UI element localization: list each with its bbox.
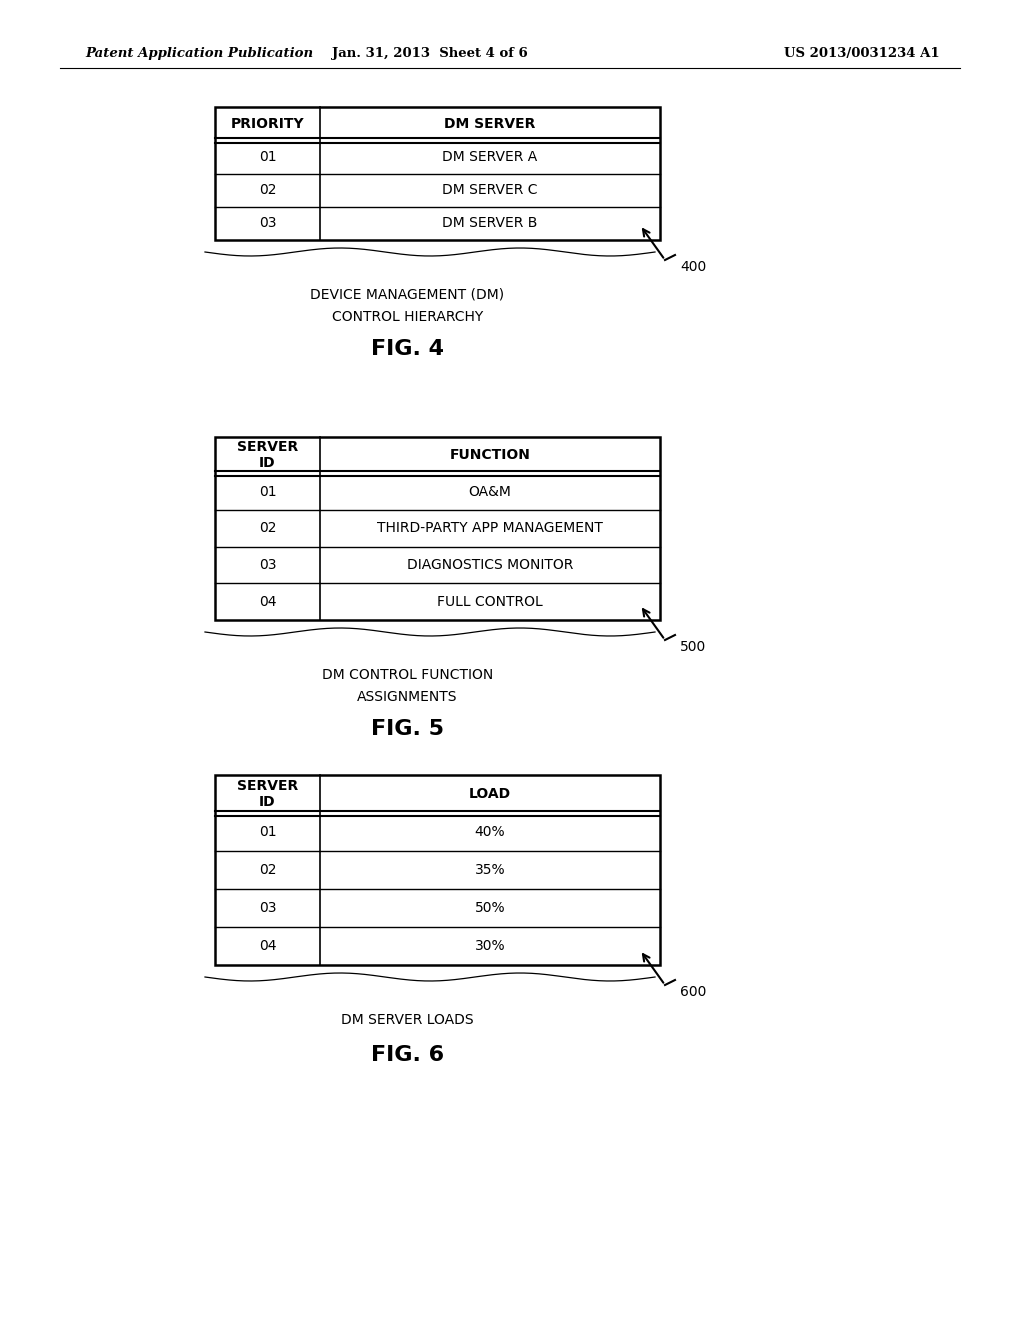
Text: DM SERVER C: DM SERVER C [442, 183, 538, 197]
Text: 03: 03 [259, 558, 276, 572]
Text: DM SERVER A: DM SERVER A [442, 150, 538, 164]
Text: 400: 400 [680, 260, 707, 275]
Text: 01: 01 [259, 150, 276, 164]
Text: DM SERVER LOADS: DM SERVER LOADS [341, 1012, 474, 1027]
Text: OA&M: OA&M [469, 484, 511, 499]
Text: FIG. 5: FIG. 5 [371, 719, 444, 739]
Text: 30%: 30% [475, 939, 505, 953]
Text: DEVICE MANAGEMENT (DM): DEVICE MANAGEMENT (DM) [310, 288, 505, 302]
Text: SERVER
ID: SERVER ID [237, 779, 298, 809]
Text: LOAD: LOAD [469, 787, 511, 801]
Text: 02: 02 [259, 183, 276, 197]
Text: CONTROL HIERARCHY: CONTROL HIERARCHY [332, 310, 483, 323]
Text: 50%: 50% [475, 902, 505, 915]
Text: DM CONTROL FUNCTION: DM CONTROL FUNCTION [322, 668, 494, 682]
Text: 03: 03 [259, 902, 276, 915]
Text: FULL CONTROL: FULL CONTROL [437, 595, 543, 609]
Text: 02: 02 [259, 521, 276, 536]
Text: 40%: 40% [475, 825, 505, 840]
Bar [215, 775, 660, 965]
Text: THIRD-PARTY APP MANAGEMENT: THIRD-PARTY APP MANAGEMENT [377, 521, 603, 536]
Text: 500: 500 [680, 640, 707, 653]
Text: FIG. 6: FIG. 6 [371, 1045, 444, 1065]
Text: DIAGNOSTICS MONITOR: DIAGNOSTICS MONITOR [407, 558, 573, 572]
Text: FIG. 4: FIG. 4 [371, 339, 444, 359]
Text: 02: 02 [259, 863, 276, 876]
Text: SERVER
ID: SERVER ID [237, 440, 298, 470]
Text: ASSIGNMENTS: ASSIGNMENTS [357, 690, 458, 704]
Bar [215, 107, 660, 240]
Text: 04: 04 [259, 939, 276, 953]
Text: DM SERVER B: DM SERVER B [442, 216, 538, 231]
Text: 01: 01 [259, 825, 276, 840]
Text: DM SERVER: DM SERVER [444, 116, 536, 131]
Text: 04: 04 [259, 595, 276, 609]
Text: Patent Application Publication: Patent Application Publication [85, 46, 313, 59]
Text: FUNCTION: FUNCTION [450, 449, 530, 462]
Text: 35%: 35% [475, 863, 505, 876]
Text: PRIORITY: PRIORITY [230, 116, 304, 131]
Text: 03: 03 [259, 216, 276, 231]
Bar [215, 437, 660, 620]
Text: US 2013/0031234 A1: US 2013/0031234 A1 [784, 46, 940, 59]
Text: Jan. 31, 2013  Sheet 4 of 6: Jan. 31, 2013 Sheet 4 of 6 [332, 46, 528, 59]
Text: 01: 01 [259, 484, 276, 499]
Text: 600: 600 [680, 985, 707, 999]
